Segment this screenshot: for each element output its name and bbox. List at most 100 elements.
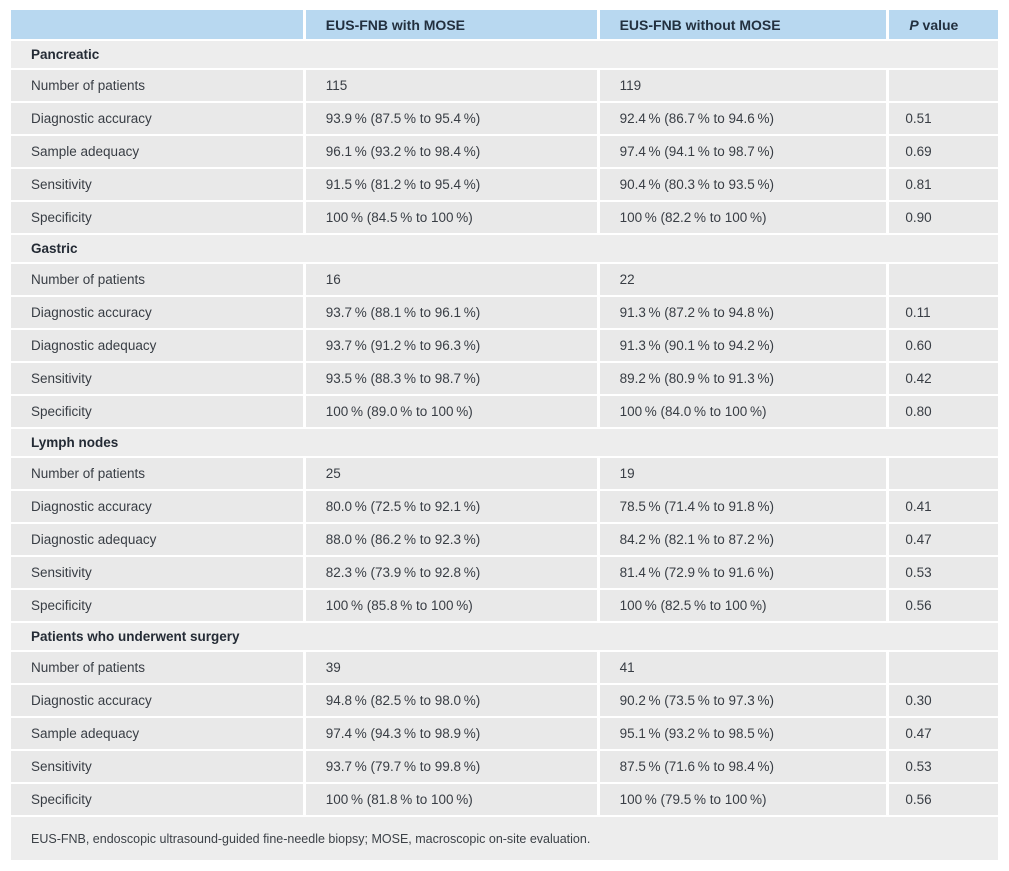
table-row: Diagnostic accuracy 93.9 % (87.5 % to 95…	[11, 103, 998, 134]
value-without-mose: 91.3 % (87.2 % to 94.8 %)	[599, 297, 887, 328]
row-label: Sensitivity	[11, 363, 303, 394]
value-with-mose: 100 % (89.0 % to 100 %)	[305, 396, 597, 427]
column-header-without-mose: EUS-FNB without MOSE	[599, 10, 887, 39]
p-value: 0.41	[889, 491, 998, 522]
row-label: Specificity	[11, 396, 303, 427]
footnote: EUS-FNB, endoscopic ultrasound-guided fi…	[11, 817, 998, 860]
value-without-mose: 100 % (82.5 % to 100 %)	[599, 590, 887, 621]
value-with-mose: 93.9 % (87.5 % to 95.4 %)	[305, 103, 597, 134]
value-with-mose: 91.5 % (81.2 % to 95.4 %)	[305, 169, 597, 200]
row-label: Diagnostic accuracy	[11, 103, 303, 134]
column-header-blank	[11, 10, 303, 39]
section-header-pancreatic: Pancreatic	[11, 41, 998, 68]
table-row: Sensitivity 91.5 % (81.2 % to 95.4 %) 90…	[11, 169, 998, 200]
results-table: EUS-FNB with MOSE EUS-FNB without MOSE P…	[8, 8, 1001, 862]
table-row: Sample adequacy 96.1 % (93.2 % to 98.4 %…	[11, 136, 998, 167]
row-label: Diagnostic accuracy	[11, 297, 303, 328]
value-with-mose: 88.0 % (86.2 % to 92.3 %)	[305, 524, 597, 555]
p-value: 0.30	[889, 685, 998, 716]
value-with-mose: 39	[305, 652, 597, 683]
section-title: Pancreatic	[11, 41, 998, 68]
p-value-rest: value	[918, 16, 959, 33]
value-without-mose: 91.3 % (90.1 % to 94.2 %)	[599, 330, 887, 361]
table-row: Diagnostic adequacy 88.0 % (86.2 % to 92…	[11, 524, 998, 555]
value-without-mose: 119	[599, 70, 887, 101]
row-label: Specificity	[11, 202, 303, 233]
value-with-mose: 93.7 % (91.2 % to 96.3 %)	[305, 330, 597, 361]
value-without-mose: 90.2 % (73.5 % to 97.3 %)	[599, 685, 887, 716]
section-header-lymph-nodes: Lymph nodes	[11, 429, 998, 456]
value-with-mose: 93.5 % (88.3 % to 98.7 %)	[305, 363, 597, 394]
p-value	[889, 264, 998, 295]
row-label: Number of patients	[11, 652, 303, 683]
value-with-mose: 25	[305, 458, 597, 489]
value-with-mose: 93.7 % (79.7 % to 99.8 %)	[305, 751, 597, 782]
value-with-mose: 16	[305, 264, 597, 295]
value-with-mose: 100 % (84.5 % to 100 %)	[305, 202, 597, 233]
value-without-mose: 81.4 % (72.9 % to 91.6 %)	[599, 557, 887, 588]
p-value: 0.56	[889, 590, 998, 621]
p-value: 0.69	[889, 136, 998, 167]
p-value: 0.60	[889, 330, 998, 361]
section-title: Gastric	[11, 235, 998, 262]
value-without-mose: 22	[599, 264, 887, 295]
section-header-surgery: Patients who underwent surgery	[11, 623, 998, 650]
p-value	[889, 70, 998, 101]
row-label: Number of patients	[11, 264, 303, 295]
row-label: Specificity	[11, 590, 303, 621]
value-without-mose: 89.2 % (80.9 % to 91.3 %)	[599, 363, 887, 394]
value-without-mose: 41	[599, 652, 887, 683]
value-without-mose: 97.4 % (94.1 % to 98.7 %)	[599, 136, 887, 167]
value-with-mose: 100 % (81.8 % to 100 %)	[305, 784, 597, 815]
value-with-mose: 115	[305, 70, 597, 101]
table-row: Specificity 100 % (85.8 % to 100 %) 100 …	[11, 590, 998, 621]
value-without-mose: 19	[599, 458, 887, 489]
row-label: Diagnostic adequacy	[11, 330, 303, 361]
p-value: 0.53	[889, 751, 998, 782]
table-row: Number of patients 39 41	[11, 652, 998, 683]
table-row: Diagnostic accuracy 93.7 % (88.1 % to 96…	[11, 297, 998, 328]
p-value: 0.90	[889, 202, 998, 233]
value-without-mose: 100 % (79.5 % to 100 %)	[599, 784, 887, 815]
section-title: Patients who underwent surgery	[11, 623, 998, 650]
table-row: Sample adequacy 97.4 % (94.3 % to 98.9 %…	[11, 718, 998, 749]
section-title: Lymph nodes	[11, 429, 998, 456]
p-value: 0.47	[889, 718, 998, 749]
table-row: Sensitivity 82.3 % (73.9 % to 92.8 %) 81…	[11, 557, 998, 588]
row-label: Diagnostic accuracy	[11, 685, 303, 716]
p-value: 0.80	[889, 396, 998, 427]
p-value: 0.42	[889, 363, 998, 394]
value-without-mose: 95.1 % (93.2 % to 98.5 %)	[599, 718, 887, 749]
row-label: Diagnostic accuracy	[11, 491, 303, 522]
row-label: Sensitivity	[11, 557, 303, 588]
footnote-row: EUS-FNB, endoscopic ultrasound-guided fi…	[11, 817, 998, 860]
value-without-mose: 92.4 % (86.7 % to 94.6 %)	[599, 103, 887, 134]
value-with-mose: 93.7 % (88.1 % to 96.1 %)	[305, 297, 597, 328]
value-with-mose: 82.3 % (73.9 % to 92.8 %)	[305, 557, 597, 588]
row-label: Sensitivity	[11, 169, 303, 200]
table-row: Specificity 100 % (84.5 % to 100 %) 100 …	[11, 202, 998, 233]
value-with-mose: 96.1 % (93.2 % to 98.4 %)	[305, 136, 597, 167]
column-header-with-mose: EUS-FNB with MOSE	[305, 10, 597, 39]
p-value: 0.51	[889, 103, 998, 134]
table-row: Diagnostic accuracy 94.8 % (82.5 % to 98…	[11, 685, 998, 716]
value-without-mose: 84.2 % (82.1 % to 87.2 %)	[599, 524, 887, 555]
value-without-mose: 100 % (82.2 % to 100 %)	[599, 202, 887, 233]
p-value: 0.56	[889, 784, 998, 815]
table-row: Number of patients 25 19	[11, 458, 998, 489]
row-label: Specificity	[11, 784, 303, 815]
row-label: Diagnostic adequacy	[11, 524, 303, 555]
table-row: Sensitivity 93.5 % (88.3 % to 98.7 %) 89…	[11, 363, 998, 394]
column-header-p-value: P value	[889, 10, 998, 39]
header-row: EUS-FNB with MOSE EUS-FNB without MOSE P…	[11, 10, 998, 39]
value-without-mose: 90.4 % (80.3 % to 93.5 %)	[599, 169, 887, 200]
p-value	[889, 458, 998, 489]
value-with-mose: 80.0 % (72.5 % to 92.1 %)	[305, 491, 597, 522]
p-value: 0.53	[889, 557, 998, 588]
value-without-mose: 100 % (84.0 % to 100 %)	[599, 396, 887, 427]
row-label: Number of patients	[11, 70, 303, 101]
table-row: Number of patients 16 22	[11, 264, 998, 295]
p-value: 0.81	[889, 169, 998, 200]
table-row: Sensitivity 93.7 % (79.7 % to 99.8 %) 87…	[11, 751, 998, 782]
